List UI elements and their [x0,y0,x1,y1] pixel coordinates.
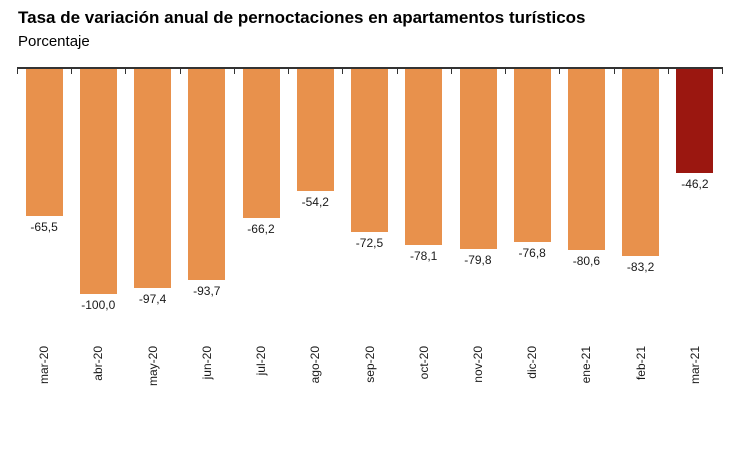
x-axis-tick [234,67,235,74]
bar [242,69,280,218]
bar [622,69,660,256]
x-axis-tick [668,67,669,74]
x-axis-label: dic-20 [525,346,540,379]
chart-title: Tasa de variación anual de pernoctacione… [18,8,586,27]
bar-value-label: -54,2 [301,195,329,209]
x-axis-tick [180,67,181,74]
bar-value-label: -93,7 [193,284,221,298]
bar [351,69,388,232]
x-axis-tick [614,67,615,74]
x-axis-tick [722,67,723,74]
x-axis-label: may-20 [145,346,160,387]
x-axis-label: oct-20 [416,346,431,380]
bar-value-label: -78,1 [410,249,438,263]
x-axis-label: ene-21 [579,346,594,384]
x-axis-tick [342,67,343,74]
x-axis-label: mar-20 [37,346,52,385]
bar-value-label: -46,2 [681,177,709,191]
x-axis-label: ago-20 [308,346,323,384]
bar-value-label: -79,8 [464,253,492,267]
x-axis-label: jul-20 [254,346,268,376]
bar [459,69,497,249]
bar [79,69,117,294]
bar-value-label: -65,5 [30,220,58,234]
x-axis-tick [451,67,452,74]
x-axis-tick [288,67,289,74]
bar-highlight [676,69,714,173]
x-axis-label: sep-20 [362,346,377,383]
x-axis-label: mar-21 [687,346,702,385]
x-axis-tick [559,67,560,74]
chart-subtitle: Porcentaje [18,33,90,50]
x-axis-label: feb-21 [633,346,648,381]
bar [405,69,443,245]
x-axis-label: abr-20 [91,346,106,381]
bar [134,69,172,288]
x-axis-tick [125,67,126,74]
x-axis-label: jun-20 [199,346,214,380]
bar-value-label: -76,8 [518,246,546,260]
bar-value-label: -83,2 [626,260,655,274]
x-axis-tick [397,67,398,74]
bar-value-label: -80,6 [572,254,601,268]
bar [296,69,334,191]
x-axis-label: nov-20 [471,346,485,383]
bar [513,69,551,242]
bar-value-label: -72,5 [355,236,384,250]
bar [25,69,63,216]
x-axis-tick [71,67,72,74]
bar [567,69,605,250]
x-axis-tick [505,67,506,74]
bar-value-label: -66,2 [247,222,275,236]
x-axis-tick [17,67,18,74]
bar-value-label: -97,4 [138,292,167,306]
bar [188,69,226,280]
x-axis-line [17,67,723,69]
bar-value-label: -100,0 [81,298,116,312]
